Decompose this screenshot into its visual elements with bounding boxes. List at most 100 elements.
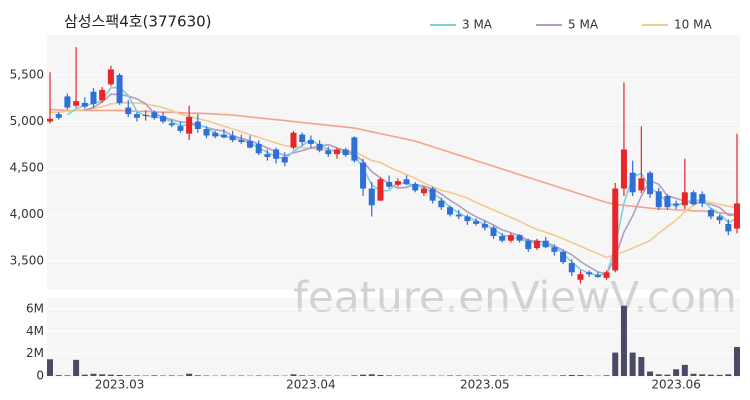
candle-body: [673, 203, 680, 206]
volume-bar: [699, 374, 706, 376]
candle-body: [247, 141, 254, 148]
legend-label: 3 MA: [462, 18, 493, 32]
volume-bar: [351, 375, 358, 376]
volume-bar: [386, 375, 393, 376]
volume-bar: [47, 359, 53, 376]
volume-bar: [577, 375, 584, 376]
x-tick-label: 2023.06: [651, 378, 701, 392]
candle-body: [464, 216, 471, 222]
volume-bar: [490, 375, 497, 376]
candle-body: [507, 235, 514, 241]
candle-body: [160, 115, 167, 122]
x-tick-label: 2023.04: [286, 378, 336, 392]
volume-bar: [194, 375, 201, 376]
y-tick-label: 6M: [26, 302, 44, 316]
ma-line: [84, 93, 738, 275]
volume-bar: [612, 352, 619, 376]
volume-bar: [560, 375, 567, 376]
candle-body: [412, 183, 419, 191]
x-tick-label: 2023.05: [460, 378, 510, 392]
candle-body: [255, 143, 262, 154]
candle-body: [403, 179, 410, 184]
candle-body: [499, 236, 506, 241]
volume-bar: [690, 373, 697, 376]
candle-body: [420, 188, 427, 194]
candle-body: [107, 69, 114, 85]
volume-bar: [603, 375, 610, 376]
candle-body: [568, 263, 575, 273]
candle-body: [142, 115, 149, 117]
volume-bar: [447, 375, 454, 376]
y-tick-label: 2M: [26, 346, 44, 360]
candle-body: [342, 149, 349, 156]
candle-body: [516, 235, 523, 241]
candle-body: [533, 240, 540, 249]
candle-body: [629, 172, 636, 193]
candle-body: [203, 128, 210, 136]
volume-bar: [681, 364, 688, 376]
volume-bar: [360, 374, 367, 376]
y-tick-label: 4,000: [10, 207, 44, 221]
candle-body: [725, 223, 732, 232]
x-tick-label: 2023.03: [95, 378, 145, 392]
candle-body: [603, 272, 610, 278]
volume-bar: [151, 375, 158, 376]
watermark: feature.enViewV.com: [293, 273, 736, 322]
candle-body: [594, 275, 601, 277]
candle-body: [99, 89, 106, 101]
candle-body: [186, 116, 193, 134]
candle-body: [316, 143, 323, 151]
y-tick-label: 5,500: [10, 68, 44, 82]
candle-body: [368, 188, 375, 206]
volume-bar: [64, 375, 71, 376]
candle-body: [273, 149, 280, 159]
ma-line: [50, 102, 738, 259]
volume-bar: [186, 373, 193, 376]
volume-bar: [368, 374, 375, 376]
candle-body: [612, 188, 619, 271]
candle-body: [707, 209, 714, 217]
candle-body: [551, 247, 558, 252]
volume-bar: [73, 359, 80, 376]
y-tick-label: 5,000: [10, 114, 44, 128]
y-tick-label: 3,500: [10, 254, 44, 268]
volume-bar: [377, 374, 384, 376]
volume-bar: [629, 352, 636, 376]
candle-body: [47, 118, 53, 122]
volume-bar: [638, 357, 645, 376]
candle-body: [229, 135, 236, 141]
volume-bar: [647, 371, 654, 376]
candle-body: [394, 181, 401, 185]
volume-bar: [125, 375, 132, 376]
candle-body: [290, 132, 297, 148]
legend-label: 5 MA: [568, 18, 599, 32]
volume-bar: [55, 375, 62, 376]
candle-body: [429, 188, 436, 201]
candle-body: [55, 114, 62, 118]
candle-body: [481, 223, 488, 228]
candle-body: [360, 162, 367, 189]
chart-title: 삼성스팩4호(377630): [64, 13, 212, 31]
candle-body: [734, 203, 740, 229]
candle-body: [281, 156, 288, 163]
ma-line: [49, 108, 738, 216]
volume-bar: [734, 347, 740, 376]
candle-body: [586, 272, 593, 275]
candle-body: [264, 154, 271, 157]
volume-bar: [620, 305, 627, 376]
volume-bar: [133, 375, 140, 376]
candle-body: [577, 274, 584, 280]
candle-body: [438, 200, 445, 208]
candle-body: [212, 132, 219, 137]
volume-bar: [664, 374, 671, 376]
ma-line: [66, 86, 738, 276]
candle-body: [151, 112, 158, 118]
volume-bar: [568, 374, 575, 376]
candle-body: [525, 240, 532, 250]
candle-body: [220, 134, 227, 138]
candle-body: [490, 227, 497, 237]
candle-body: [90, 91, 97, 104]
candle-body: [681, 192, 688, 206]
volume-bar: [99, 374, 106, 376]
